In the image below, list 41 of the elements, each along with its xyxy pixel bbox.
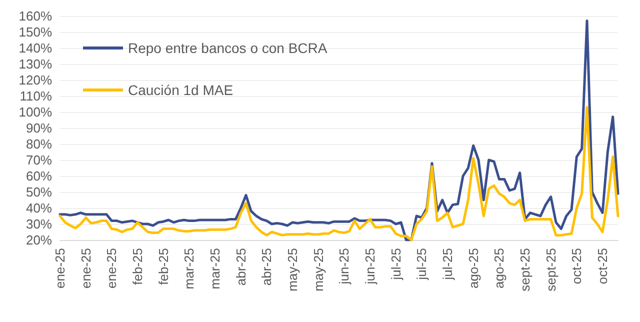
y-tick-label: 90%	[26, 120, 52, 136]
y-tick-label: 160%	[18, 8, 52, 24]
x-tick-label: oct-25	[569, 248, 584, 284]
x-tick-label: ago-25	[466, 248, 481, 288]
y-tick-label: 130%	[18, 56, 52, 72]
y-tick-label: 120%	[18, 72, 52, 88]
x-tick-label: mar-25	[208, 248, 222, 290]
legend-label: Caución 1d MAE	[128, 82, 234, 98]
x-tick-label: feb-25	[156, 248, 171, 285]
y-tick-label: 70%	[26, 152, 52, 168]
x-tick-label: jun-25	[362, 248, 378, 286]
y-tick-label: 140%	[18, 40, 52, 56]
x-tick-label: mar-25	[182, 248, 197, 290]
x-tick-label: jul-25	[414, 248, 430, 281]
x-tick-label: abr-25	[259, 248, 274, 286]
x-tick-label: sept-25	[518, 248, 532, 292]
y-tick-label: 20%	[26, 232, 52, 248]
legend-label: Repo entre bancos o con BCRA	[128, 40, 328, 56]
x-tick-label: may-25	[285, 248, 300, 292]
y-tick-label: 100%	[18, 104, 52, 120]
x-tick-label: sept-25	[543, 248, 558, 292]
x-tick-label: jul-25	[388, 248, 404, 281]
y-tick-label: 150%	[18, 24, 52, 40]
x-tick-label: abr-25	[233, 248, 248, 286]
y-tick-label: 80%	[26, 136, 52, 152]
x-tick-label: ene-25	[104, 248, 120, 288]
y-tick-label: 50%	[26, 184, 52, 200]
x-tick-label: ene-25	[52, 248, 68, 288]
x-tick-label: ago-25	[492, 248, 507, 288]
x-tick-label: feb-25	[130, 248, 145, 285]
y-tick-label: 110%	[20, 88, 52, 104]
y-tick-label: 40%	[26, 200, 52, 216]
y-tick-label: 60%	[26, 168, 52, 184]
x-tick-label: may-25	[310, 248, 326, 292]
line-series	[58, 106, 620, 242]
x-tick-label: jun-25	[336, 248, 352, 286]
line-series	[58, 20, 620, 242]
x-tick-label: jul-25	[440, 248, 455, 281]
x-tick-label: ene-25	[78, 248, 94, 288]
y-tick-label: 30%	[26, 216, 52, 232]
x-tick-label: oct-25	[595, 248, 610, 284]
